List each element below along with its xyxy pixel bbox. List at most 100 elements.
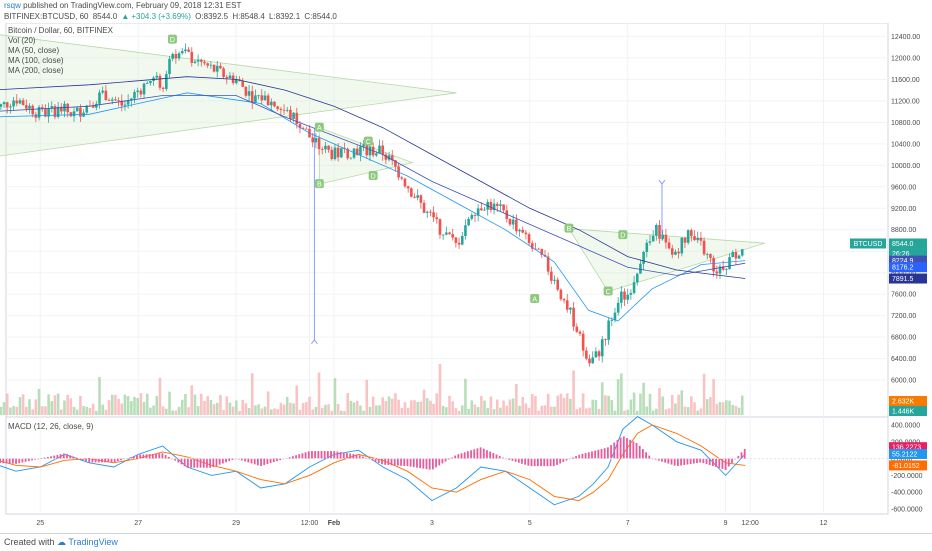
macd-histogram-bar — [638, 445, 641, 459]
macd-histogram-bar — [619, 437, 622, 459]
x-tick-label: 25 — [36, 520, 44, 527]
pattern-point-label: C — [606, 289, 611, 296]
macd-histogram-bar — [737, 455, 740, 459]
macd-histogram-bar — [81, 458, 84, 461]
candle-body — [266, 95, 270, 106]
volume-bar — [247, 407, 251, 415]
candle-body — [324, 145, 327, 150]
candle-body — [15, 100, 19, 104]
change-value: +304.3 (+3.69%) — [131, 12, 191, 21]
y-tick-label: 12000.00 — [891, 55, 920, 62]
macd-histogram-bar — [390, 458, 393, 466]
pattern-point-marker — [314, 122, 324, 132]
macd-histogram-bar — [549, 458, 552, 467]
volume-bar — [416, 401, 419, 415]
candle-body — [276, 106, 279, 109]
macd-histogram-bar — [393, 458, 396, 466]
candle-body — [683, 237, 687, 243]
candle-body — [448, 232, 451, 235]
y-tick-label: 7200.00 — [891, 313, 916, 320]
volume-bar — [91, 403, 95, 415]
macd-histogram-bar — [670, 458, 673, 465]
macd-histogram-bar — [120, 458, 122, 461]
pattern-point-marker — [314, 179, 324, 189]
candle-body — [712, 257, 715, 272]
candle-body — [79, 107, 82, 117]
candle-body — [524, 232, 528, 235]
candle-body — [464, 225, 467, 237]
volume-bar — [728, 400, 731, 415]
x-tick-label: 12:00 — [741, 520, 759, 527]
volume-bar — [546, 393, 550, 415]
ma200-tag — [889, 273, 927, 284]
candle-body — [320, 149, 324, 150]
volume-bar — [381, 397, 384, 415]
macd-histogram-bar — [5, 458, 8, 464]
candle-body — [355, 148, 359, 156]
macd-histogram-bar — [635, 442, 638, 459]
candle-body — [492, 203, 496, 211]
macd-histogram-bar — [62, 453, 65, 459]
candle-body — [257, 95, 260, 97]
volume-bar — [82, 405, 85, 415]
macd-histogram-bar — [457, 454, 460, 459]
price-chart[interactable]: 25 27 29 12:00 Feb 3 5 7 9 12:00 12 12400.00 12000.0… — [0, 23, 932, 533]
x-tick-label: 5 — [528, 520, 532, 527]
volume-bar — [196, 406, 200, 415]
macd-histogram-bar — [527, 458, 530, 466]
y-tick-label: 7600.00 — [891, 292, 916, 299]
macd-histogram-bar — [565, 458, 568, 461]
y-tick-label: 9200.00 — [891, 206, 916, 213]
volume-bar — [279, 402, 283, 415]
candle-body — [222, 68, 225, 77]
candle-body — [470, 215, 474, 219]
macd-histogram-bar — [123, 458, 126, 460]
macd-histogram-bar — [72, 456, 75, 459]
candle-body — [725, 269, 728, 270]
macd-histogram-bar — [428, 458, 431, 470]
volume-bar — [718, 401, 722, 415]
volume-bar — [425, 398, 429, 415]
macd-histogram-bar — [486, 450, 488, 459]
y-tick-label: 10000.00 — [891, 163, 920, 170]
volume-bar — [677, 394, 680, 415]
volume-bar — [394, 393, 397, 415]
macd-histogram-bar — [0, 458, 2, 463]
volume-bar — [95, 410, 98, 415]
candle-body — [546, 256, 550, 272]
pattern-point-marker — [530, 294, 540, 304]
macd-histogram-bar — [136, 455, 138, 459]
volume-bar — [31, 409, 34, 415]
candle-body — [416, 195, 419, 198]
macd-histogram-bar — [8, 458, 11, 464]
ma50-tag — [889, 255, 927, 266]
macd-histogram-bar — [651, 458, 654, 460]
candle-body — [690, 230, 693, 237]
volume-bar — [206, 396, 209, 415]
volume-bar — [632, 392, 636, 415]
volume-bar — [543, 405, 547, 415]
macd-histogram-bar — [180, 458, 183, 465]
macd-histogram-bar — [56, 454, 59, 459]
volume-bar — [530, 394, 534, 415]
candle-body — [203, 61, 206, 64]
volume-bar — [613, 410, 617, 415]
pattern-point-marker — [603, 286, 613, 296]
macd-histogram-bar — [97, 458, 100, 463]
macd-signal-tag-text: -81.0152 — [892, 463, 920, 470]
macd-histogram-bar — [269, 458, 272, 464]
macd-histogram-bar — [721, 458, 724, 469]
author-link[interactable]: rsqw — [4, 1, 21, 10]
macd-histogram-bar — [27, 458, 30, 462]
volume-bar — [298, 409, 302, 415]
candle-body — [616, 302, 620, 313]
candle-body — [184, 49, 187, 52]
candle-body — [56, 106, 60, 117]
macd-histogram-bar — [543, 458, 546, 467]
candle-body — [47, 108, 50, 117]
y-tick-label: 6400.00 — [891, 356, 916, 363]
volume-bar — [37, 388, 41, 415]
volume-bar — [435, 393, 439, 415]
pattern-point-marker — [363, 136, 373, 146]
